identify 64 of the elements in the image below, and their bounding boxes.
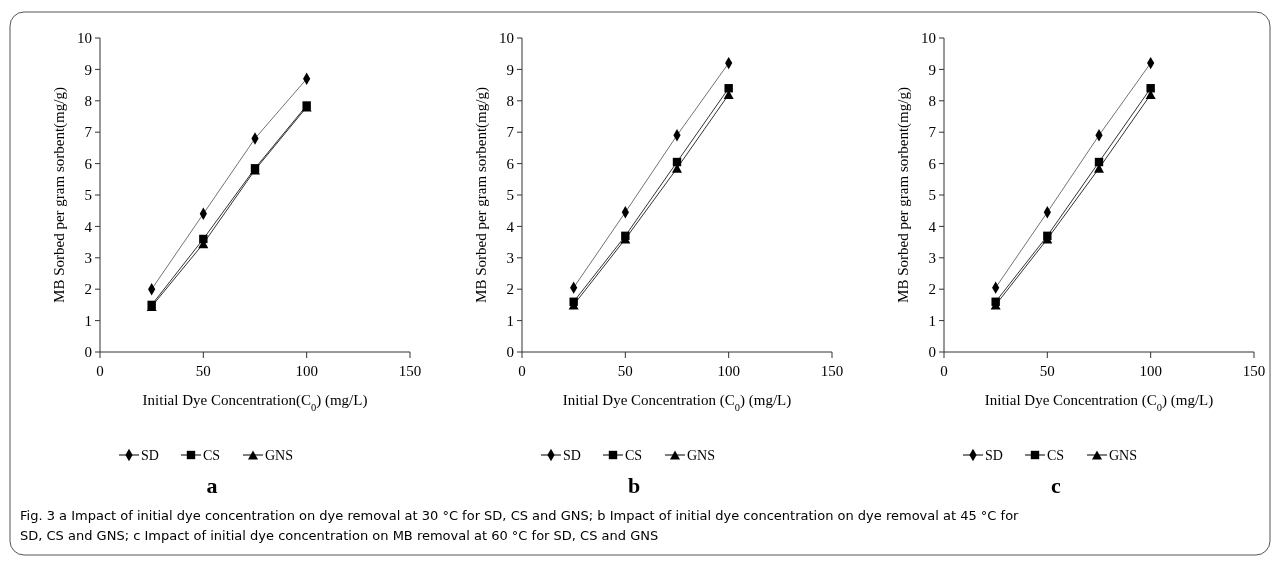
y-tick-label: 4 xyxy=(928,218,937,235)
y-tick-label: 7 xyxy=(84,124,93,141)
x-tick-label: 150 xyxy=(820,363,844,379)
x-tick-label: 150 xyxy=(398,363,422,379)
caption: Fig. 3 a Impact of initial dye concentration on dye removal at 30 °C for SD, CS and GNS; b Impact of initial dye concentration on dye removal at 45 °C for SD, CS and GNS; c Impact of initial dye concentration on MB removal at 60 °C for SD, CS and GNS xyxy=(20,508,1020,543)
y-tick-label: 0 xyxy=(506,344,514,361)
x-tick-label: 50 xyxy=(195,363,211,379)
legend-label: GNS xyxy=(687,447,716,463)
y-tick-label: 1 xyxy=(84,312,92,329)
y-tick-label: 2 xyxy=(84,281,92,298)
legend-label: SD xyxy=(563,447,581,463)
y-tick-label: 2 xyxy=(928,281,936,298)
legend-label: CS xyxy=(203,447,221,463)
y-tick-label: 7 xyxy=(506,124,515,141)
y-tick-label: 4 xyxy=(84,218,93,235)
y-tick-label: 1 xyxy=(928,312,936,329)
x-tick-label: 0 xyxy=(96,363,104,379)
x-tick-label: 100 xyxy=(717,363,740,379)
y-axis-title: MB Sorbed per gram sorbent(mg/g) xyxy=(51,87,68,303)
x-axis-title: Initial Dye Concentration(C$_{0}$) (mg/L) xyxy=(142,392,368,413)
y-tick-label: 8 xyxy=(506,93,514,110)
y-axis-title: MB Sorbed per gram sorbent(mg/g) xyxy=(895,87,912,303)
y-tick-label: 10 xyxy=(499,30,514,47)
y-tick-label: 5 xyxy=(506,187,514,204)
x-tick-label: 50 xyxy=(1039,363,1055,379)
legend-label: SD xyxy=(141,447,159,463)
y-tick-label: 6 xyxy=(928,155,937,172)
y-tick-label: 1 xyxy=(506,312,514,329)
y-tick-label: 4 xyxy=(506,218,515,235)
x-tick-label: 100 xyxy=(295,363,318,379)
y-tick-label: 10 xyxy=(77,30,92,47)
x-axis-title: Initial Dye Concentration (C$_{0}$) (mg/L) xyxy=(984,392,1214,413)
y-tick-label: 9 xyxy=(506,61,514,78)
y-tick-label: 3 xyxy=(506,250,514,267)
text: c xyxy=(1051,473,1062,498)
y-tick-label: 5 xyxy=(928,187,936,204)
x-tick-label: 100 xyxy=(1139,363,1162,379)
legend-label: CS xyxy=(625,447,643,463)
y-tick-label: 0 xyxy=(84,344,92,361)
x-axis-title: Initial Dye Concentration (C$_{0}$) (mg/L) xyxy=(562,392,792,413)
y-tick-label: 6 xyxy=(84,155,93,172)
y-axis-title: MB Sorbed per gram sorbent(mg/g) xyxy=(473,87,490,303)
y-tick-label: 3 xyxy=(84,250,92,267)
y-tick-label: 9 xyxy=(84,61,92,78)
y-tick-label: 5 xyxy=(84,187,92,204)
legend-label: SD xyxy=(985,447,1003,463)
y-tick-label: 0 xyxy=(928,344,936,361)
legend-label: CS xyxy=(1047,447,1065,463)
y-tick-label: 3 xyxy=(928,250,936,267)
text: b xyxy=(627,473,641,498)
y-tick-label: 10 xyxy=(921,30,936,47)
y-tick-label: 2 xyxy=(506,281,514,298)
text: a xyxy=(206,473,218,498)
legend-label: GNS xyxy=(1109,447,1138,463)
x-tick-label: 50 xyxy=(617,363,633,379)
x-tick-label: 0 xyxy=(940,363,948,379)
x-tick-label: 0 xyxy=(518,363,526,379)
y-tick-label: 8 xyxy=(928,93,936,110)
legend-label: GNS xyxy=(265,447,294,463)
y-tick-label: 9 xyxy=(928,61,936,78)
y-tick-label: 6 xyxy=(506,155,515,172)
y-tick-label: 8 xyxy=(84,93,92,110)
y-tick-label: 7 xyxy=(928,124,937,141)
x-tick-label: 150 xyxy=(1242,363,1266,379)
